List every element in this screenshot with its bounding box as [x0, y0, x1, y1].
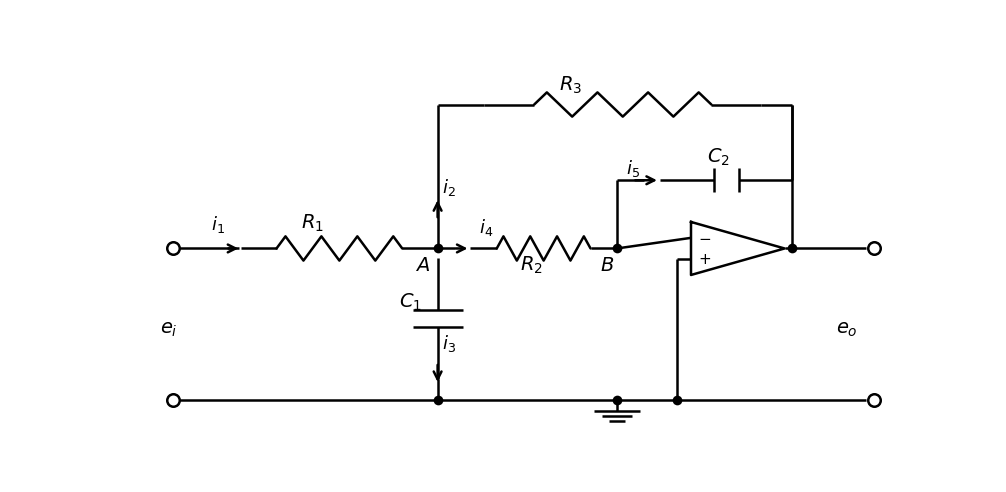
Text: $i_2$: $i_2$: [443, 177, 456, 198]
Text: $i_1$: $i_1$: [211, 215, 224, 236]
Text: $e_i$: $e_i$: [160, 321, 177, 339]
Text: $C_1$: $C_1$: [398, 292, 422, 313]
Text: $i_3$: $i_3$: [443, 334, 457, 354]
Text: $R_1$: $R_1$: [302, 213, 324, 235]
Text: $C_2$: $C_2$: [707, 147, 729, 168]
Text: $i_4$: $i_4$: [479, 217, 493, 238]
Text: $+$: $+$: [698, 251, 711, 267]
Text: $A$: $A$: [414, 257, 430, 275]
Text: $B$: $B$: [600, 257, 614, 275]
Text: $R_2$: $R_2$: [520, 255, 542, 276]
Text: $e_o$: $e_o$: [836, 321, 858, 339]
Text: $R_3$: $R_3$: [558, 75, 581, 96]
Text: $i_5$: $i_5$: [626, 157, 640, 179]
Text: $-$: $-$: [698, 230, 711, 246]
